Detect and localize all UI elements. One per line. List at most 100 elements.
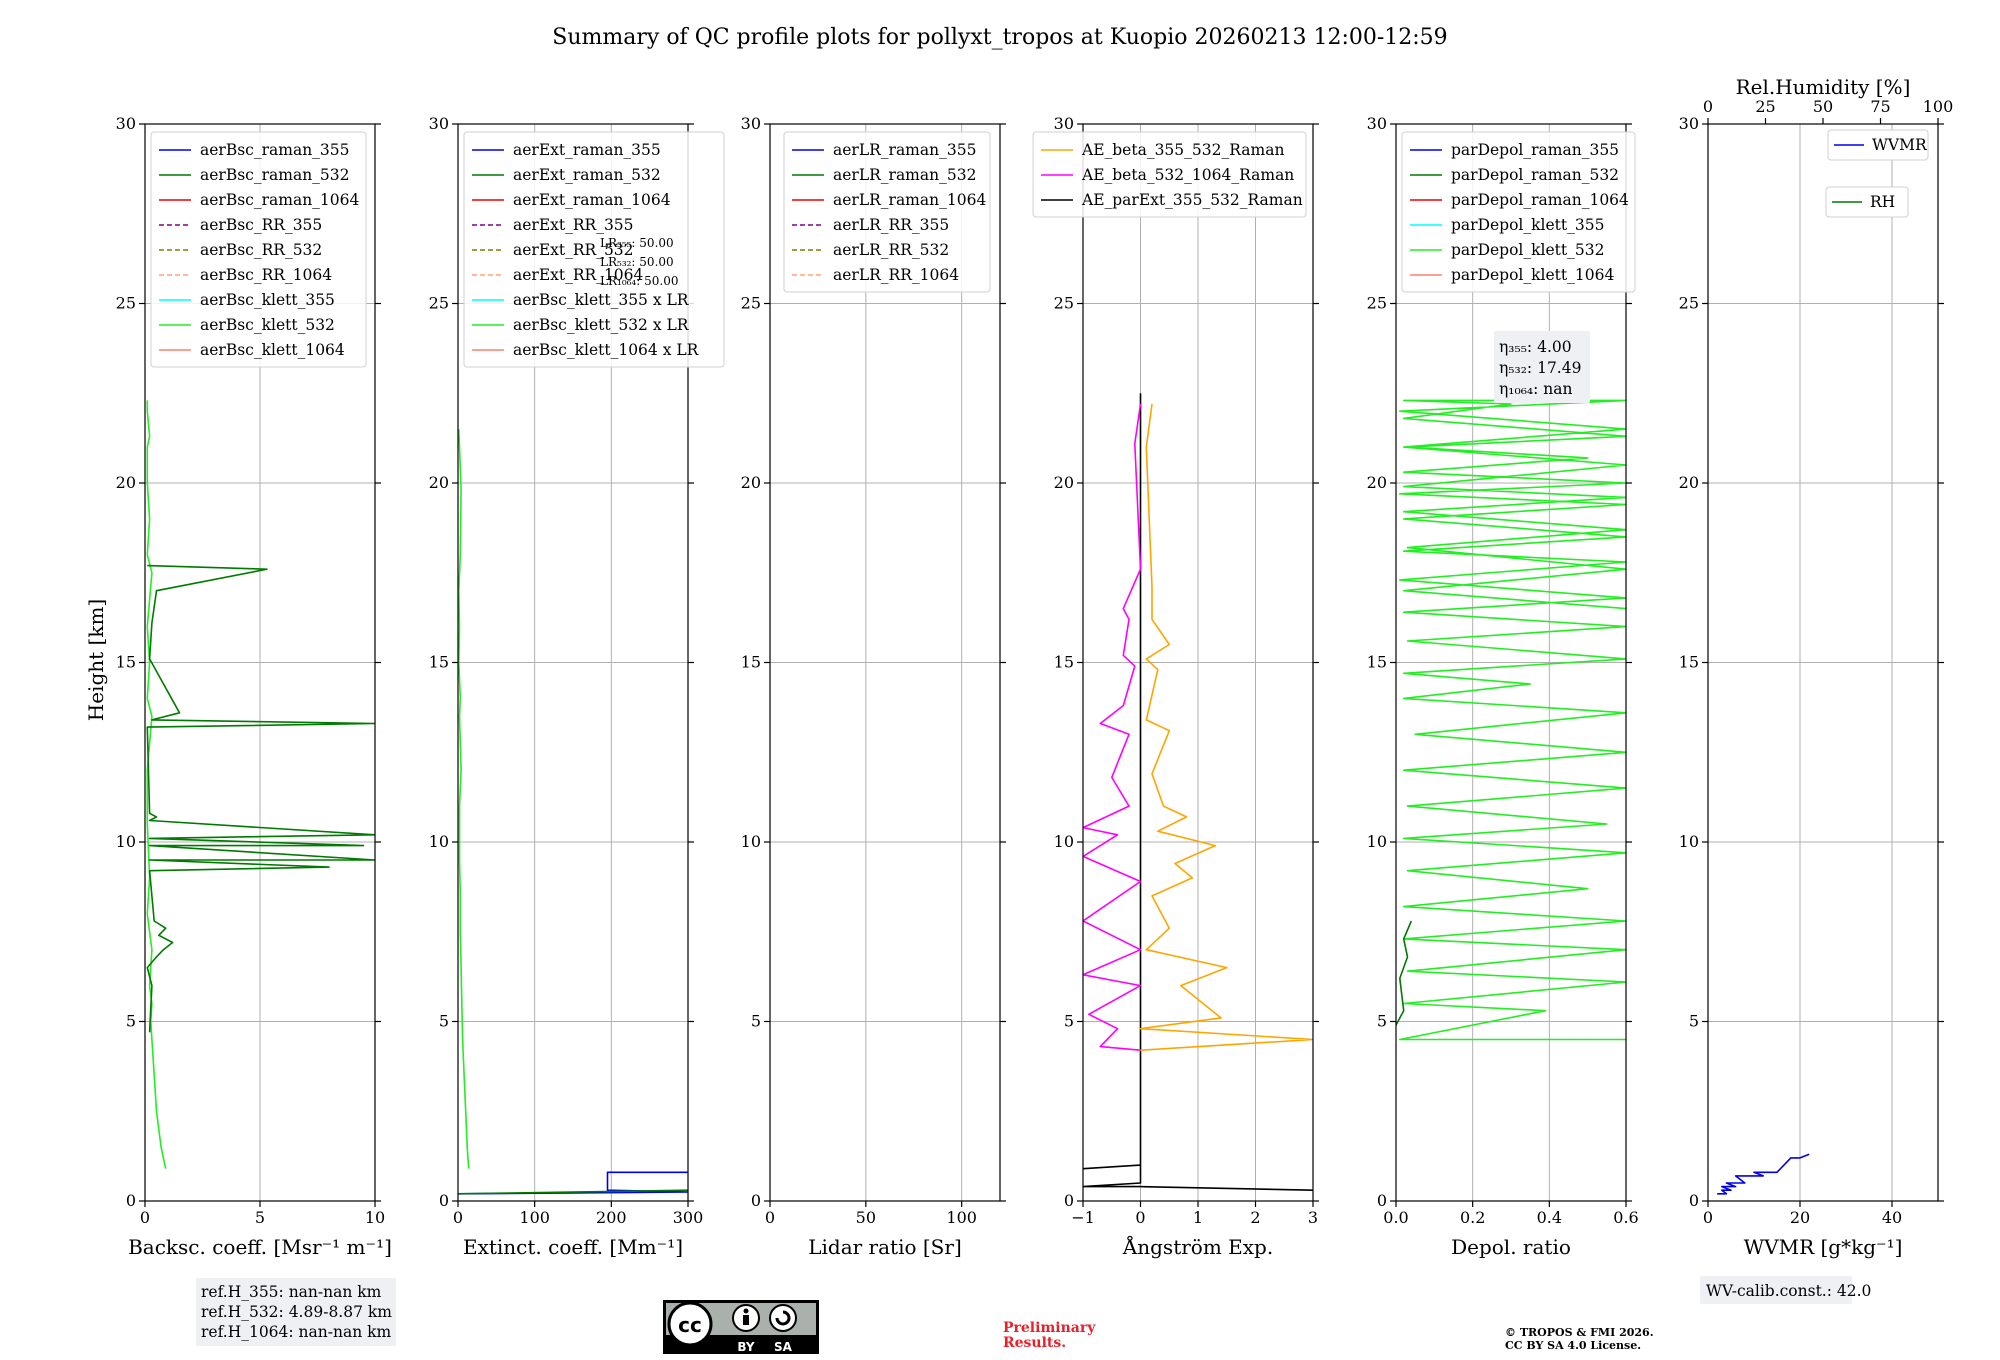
xtick-label: 200 bbox=[596, 1208, 627, 1227]
ytick-label: 15 bbox=[1054, 653, 1074, 672]
legend-entry: WVMR bbox=[1872, 136, 1928, 154]
top-axis-label: Rel.Humidity [%] bbox=[1736, 75, 1911, 99]
xtick-label: 3 bbox=[1308, 1208, 1318, 1227]
series-line-aerExt_raman_532 bbox=[458, 1189, 688, 1195]
x-axis-label: Depol. ratio bbox=[1451, 1235, 1571, 1259]
ytick-label: 0 bbox=[1377, 1191, 1387, 1210]
x-axis-label: Extinct. coeff. [Mm⁻¹] bbox=[463, 1235, 683, 1259]
legend-box bbox=[150, 131, 367, 368]
ytick-label: 5 bbox=[751, 1012, 761, 1031]
legend-entry: aerExt_RR_355 bbox=[513, 216, 634, 234]
figure-title: Summary of QC profile plots for pollyxt_… bbox=[552, 25, 1447, 50]
legend-entry: aerBsc_RR_355 bbox=[200, 216, 322, 234]
legend-box bbox=[1401, 131, 1636, 293]
xtick-label: 5 bbox=[255, 1208, 265, 1227]
series-line-aerExt_raman_355 bbox=[458, 1171, 688, 1195]
top-xtick-label: 25 bbox=[1755, 97, 1775, 116]
legend-entry: parDepol_klett_532 bbox=[1451, 241, 1604, 259]
preliminary-note: Preliminary bbox=[1003, 1320, 1096, 1336]
eta-value: η₁₀₆₄: nan bbox=[1499, 380, 1573, 398]
legend-entry: aerBsc_klett_532 bbox=[200, 316, 335, 334]
ytick-label: 10 bbox=[741, 832, 761, 851]
legend-entry: AE_parExt_355_532_Raman bbox=[1081, 191, 1303, 209]
series-line-parDepol_raman_532 bbox=[1396, 920, 1413, 1026]
legend-box bbox=[1032, 131, 1307, 218]
xtick-label: 0.6 bbox=[1613, 1208, 1638, 1227]
xtick-label: 0.2 bbox=[1460, 1208, 1485, 1227]
legend-entry: aerExt_raman_355 bbox=[513, 141, 661, 159]
xtick-label: 0 bbox=[1135, 1208, 1145, 1227]
cc-license-logo: cc BY SA bbox=[663, 1300, 819, 1354]
copyright-note: © TROPOS & FMI 2026. bbox=[1505, 1326, 1654, 1339]
legend-entry: aerLR_RR_355 bbox=[833, 216, 949, 234]
legend-entry: aerExt_raman_532 bbox=[513, 166, 661, 184]
ytick-label: 0 bbox=[751, 1191, 761, 1210]
legend-entry: aerBsc_raman_355 bbox=[200, 141, 350, 159]
legend-entry: aerLR_RR_532 bbox=[833, 241, 949, 259]
legend-box bbox=[1827, 129, 1929, 161]
legend-entry: aerBsc_RR_1064 bbox=[200, 266, 332, 284]
ytick-label: 15 bbox=[116, 653, 136, 672]
top-xtick-label: 0 bbox=[1703, 97, 1713, 116]
xtick-label: 10 bbox=[365, 1208, 385, 1227]
refheight-box bbox=[196, 1278, 396, 1346]
lr-note: LR₅₃₂: 50.00 bbox=[600, 255, 674, 269]
ytick-label: 30 bbox=[116, 114, 136, 133]
wv-calib-box bbox=[1700, 1276, 1852, 1304]
ytick-label: 30 bbox=[1367, 114, 1387, 133]
legend-box bbox=[463, 131, 725, 368]
panel-bsc: 0 5 10 15 20 25 30 0 5 10 Backsc. coeff. [Msr⁻¹ m⁻… bbox=[116, 114, 392, 1259]
legend-entry: aerBsc_klett_1064 bbox=[200, 341, 345, 359]
series-line-WVMR bbox=[1717, 1153, 1810, 1195]
cc-by-label: BY bbox=[737, 1340, 754, 1354]
lr-note: LR₁₀₆₄: 50.00 bbox=[600, 274, 678, 288]
series-line-AE_parExt_355_532_Raman bbox=[1083, 393, 1313, 1191]
ytick-label: 30 bbox=[429, 114, 449, 133]
ytick-label: 0 bbox=[1064, 1191, 1074, 1210]
legend-box bbox=[1825, 186, 1909, 218]
ytick-label: 10 bbox=[1679, 832, 1699, 851]
legend-entry: aerBsc_klett_355 x LR bbox=[513, 291, 690, 309]
xtick-label: 0 bbox=[1703, 1208, 1713, 1227]
series-line-aerBsc_klett_532 x LR bbox=[458, 429, 470, 1169]
ytick-label: 10 bbox=[1054, 832, 1074, 851]
legend-entry: aerBsc_klett_355 bbox=[200, 291, 335, 309]
ytick-label: 10 bbox=[116, 832, 136, 851]
series-group bbox=[1396, 399, 1626, 1041]
xtick-label: 20 bbox=[1790, 1208, 1810, 1227]
legend-entry: aerBsc_raman_532 bbox=[200, 166, 350, 184]
series-group bbox=[146, 400, 375, 1169]
top-xtick-label: 50 bbox=[1813, 97, 1833, 116]
eta-value: η₃₅₅: 4.00 bbox=[1499, 338, 1572, 356]
legend-entry: parDepol_raman_532 bbox=[1451, 166, 1619, 184]
ytick-label: 10 bbox=[429, 832, 449, 851]
x-axis-label: Lidar ratio [Sr] bbox=[808, 1235, 962, 1259]
series-group bbox=[458, 429, 688, 1195]
series-group bbox=[1717, 1153, 1810, 1195]
legend-entry: parDepol_raman_1064 bbox=[1451, 191, 1629, 209]
ytick-label: 20 bbox=[741, 473, 761, 492]
xtick-label: 0 bbox=[765, 1208, 775, 1227]
ytick-label: 15 bbox=[1367, 653, 1387, 672]
legend-entry: aerLR_RR_1064 bbox=[833, 266, 959, 284]
ytick-label: 25 bbox=[1054, 294, 1074, 313]
xtick-label: 40 bbox=[1882, 1208, 1902, 1227]
legend-entry: RH bbox=[1870, 193, 1895, 211]
ytick-label: 25 bbox=[741, 294, 761, 313]
legend-entry: aerBsc_klett_532 x LR bbox=[513, 316, 690, 334]
svg-text:cc: cc bbox=[678, 1313, 702, 1337]
refheight-355: ref.H_355: nan-nan km bbox=[201, 1283, 382, 1301]
legend-entry: aerLR_raman_355 bbox=[833, 141, 976, 159]
ytick-label: 25 bbox=[116, 294, 136, 313]
ytick-label: 25 bbox=[429, 294, 449, 313]
xtick-label: 100 bbox=[519, 1208, 550, 1227]
xtick-label: 100 bbox=[946, 1208, 977, 1227]
legend-entry: aerExt_RR_1064 bbox=[513, 266, 644, 284]
legend-entry: aerLR_raman_532 bbox=[833, 166, 976, 184]
refheight-532: ref.H_532: 4.89-8.87 km bbox=[201, 1303, 392, 1321]
ytick-label: 5 bbox=[1689, 1012, 1699, 1031]
legend-entry: AE_beta_355_532_Raman bbox=[1081, 141, 1284, 159]
eta-box bbox=[1494, 331, 1590, 403]
